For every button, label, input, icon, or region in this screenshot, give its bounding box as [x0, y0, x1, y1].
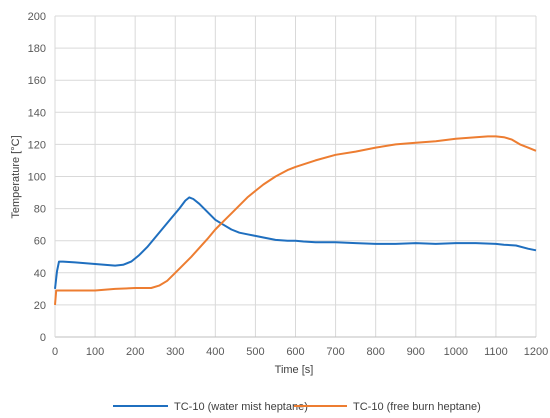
- x-tick-label: 400: [206, 346, 224, 358]
- x-tick-label: 600: [286, 346, 304, 358]
- y-axis-title: Temperature [°C]: [10, 135, 22, 218]
- y-tick-label: 160: [28, 75, 46, 87]
- y-tick-label: 40: [34, 268, 46, 280]
- y-axis-ticks: 0 20 40 60 80 100 120 140 160 180 200: [28, 11, 46, 344]
- x-tick-label: 200: [126, 346, 144, 358]
- gridlines: [55, 15, 537, 337]
- x-tick-label: 0: [52, 346, 58, 358]
- legend-label-1: TC-10 (water mist heptane): [174, 401, 308, 413]
- x-axis-ticks: 0 100 200 300 400 500 600 700 800 900 1000 1100 1200: [52, 346, 548, 358]
- y-tick-label: 60: [34, 236, 46, 248]
- y-tick-label: 20: [34, 300, 46, 312]
- y-tick-label: 120: [28, 139, 46, 151]
- y-tick-label: 100: [28, 172, 46, 184]
- y-tick-label: 80: [34, 204, 46, 216]
- x-tick-label: 1100: [484, 346, 508, 358]
- x-tick-label: 100: [86, 346, 104, 358]
- x-axis-title: Time [s]: [275, 364, 314, 376]
- y-tick-label: 140: [28, 107, 46, 119]
- x-tick-label: 700: [326, 346, 344, 358]
- series-lines: [54, 135, 537, 305]
- y-tick-label: 0: [40, 332, 46, 344]
- legend-label-2: TC-10 (free burn heptane): [353, 401, 481, 413]
- x-tick-label: 900: [407, 346, 425, 358]
- series-line-2: [54, 135, 537, 305]
- x-tick-label: 1000: [444, 346, 468, 358]
- series-line-1: [54, 196, 537, 290]
- x-tick-label: 1200: [524, 346, 548, 358]
- y-tick-label: 200: [28, 11, 46, 23]
- x-tick-label: 800: [366, 346, 384, 358]
- y-tick-label: 180: [28, 43, 46, 55]
- legend: TC-10 (water mist heptane) TC-10 (free bu…: [113, 401, 481, 413]
- x-tick-label: 300: [166, 346, 184, 358]
- x-tick-label: 500: [246, 346, 264, 358]
